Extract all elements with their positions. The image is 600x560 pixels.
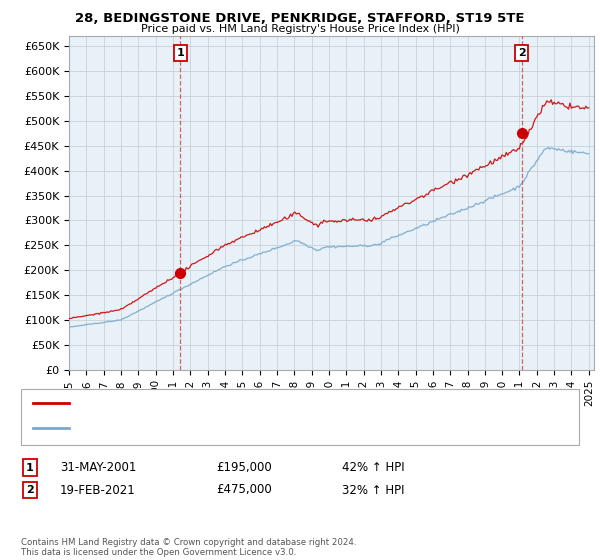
Text: 1: 1 [176, 48, 184, 58]
Text: Contains HM Land Registry data © Crown copyright and database right 2024.
This d: Contains HM Land Registry data © Crown c… [21, 538, 356, 557]
Text: 32% ↑ HPI: 32% ↑ HPI [342, 483, 404, 497]
Text: £475,000: £475,000 [216, 483, 272, 497]
Text: £195,000: £195,000 [216, 461, 272, 474]
Text: 28, BEDINGSTONE DRIVE, PENKRIDGE, STAFFORD, ST19 5TE (detached house): 28, BEDINGSTONE DRIVE, PENKRIDGE, STAFFO… [78, 398, 508, 408]
Text: 2: 2 [518, 48, 526, 58]
Text: 1: 1 [26, 463, 34, 473]
Text: 31-MAY-2001: 31-MAY-2001 [60, 461, 136, 474]
Text: Price paid vs. HM Land Registry's House Price Index (HPI): Price paid vs. HM Land Registry's House … [140, 24, 460, 34]
Text: 19-FEB-2021: 19-FEB-2021 [60, 483, 136, 497]
Text: 28, BEDINGSTONE DRIVE, PENKRIDGE, STAFFORD, ST19 5TE: 28, BEDINGSTONE DRIVE, PENKRIDGE, STAFFO… [75, 12, 525, 25]
Text: 2: 2 [26, 485, 34, 495]
Text: HPI: Average price, detached house, South Staffordshire: HPI: Average price, detached house, Sout… [78, 423, 386, 433]
Text: 42% ↑ HPI: 42% ↑ HPI [342, 461, 404, 474]
